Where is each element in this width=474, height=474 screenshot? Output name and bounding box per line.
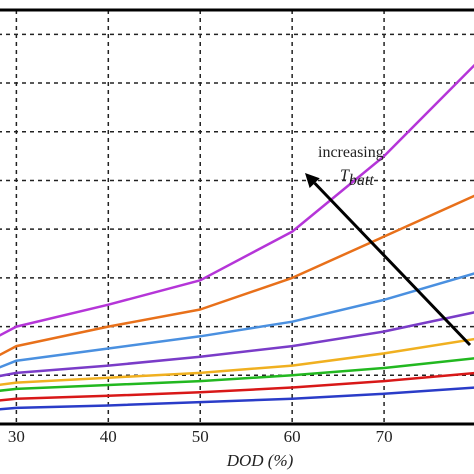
annotation-arrow — [313, 182, 472, 347]
plot-frame — [0, 8, 474, 426]
x-tick-label: 50 — [192, 427, 209, 446]
x-tick-label: 70 — [376, 427, 393, 446]
annotation-symbol: T — [340, 167, 350, 184]
annotation-subscript: batt — [349, 172, 374, 189]
series-line-3 — [0, 272, 474, 369]
annotation-text: increasing — [318, 144, 384, 161]
series-line-8 — [0, 386, 474, 411]
series-line-6 — [0, 357, 474, 392]
series-line-4 — [0, 311, 474, 378]
x-tick-label: 60 — [284, 427, 301, 446]
series-line-1 — [0, 63, 474, 337]
series-layer — [0, 63, 474, 411]
annotation-subtext: Tbatt — [340, 167, 374, 189]
annotation: increasing Tbatt — [305, 144, 472, 347]
x-tick-label: 30 — [8, 427, 25, 446]
x-axis-title: DOD (%) — [226, 451, 294, 470]
series-line-7 — [0, 371, 474, 402]
annotation-arrowhead — [305, 173, 320, 188]
series-line-2 — [0, 194, 474, 357]
x-tick-labels: 30 40 50 60 70 — [8, 427, 393, 446]
grid-layer — [0, 10, 474, 424]
series-line-5 — [0, 337, 474, 386]
x-tick-label: 40 — [100, 427, 117, 446]
